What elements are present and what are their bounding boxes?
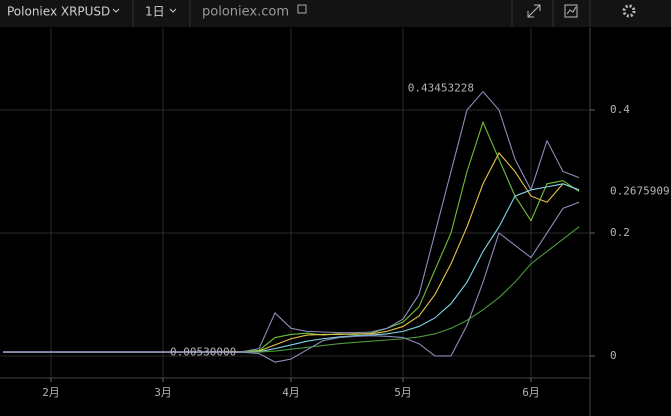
- x-tick-label: 3月: [154, 386, 172, 399]
- interval[interactable]: 1日: [145, 5, 165, 19]
- toolbar: [0, 0, 671, 27]
- series-line: [3, 201, 580, 363]
- snapshot-glyph: [566, 6, 577, 15]
- dropdown-icon: [112, 8, 120, 13]
- series-line: [3, 90, 580, 353]
- site-link[interactable]: poloniex.com: [202, 5, 289, 20]
- x-tick-label: 4月: [282, 386, 300, 399]
- x-tick-label: 5月: [394, 386, 412, 399]
- dropdown-icon: [169, 8, 177, 13]
- y-tick-label: 0.4: [610, 103, 630, 116]
- y-tick-label: 0: [610, 349, 617, 362]
- external-icon[interactable]: [297, 4, 307, 14]
- high-label: 0.43453228: [408, 82, 474, 95]
- x-tick-label: 2月: [42, 386, 60, 399]
- y-tick-label: 0.2: [610, 226, 630, 239]
- last-price-label: 0.2675909: [610, 184, 670, 197]
- x-tick-label: 6月: [522, 386, 540, 399]
- fullscreen-icon[interactable]: [527, 4, 541, 18]
- settings-icon[interactable]: [622, 4, 636, 18]
- low-label: 0.00530000: [170, 346, 236, 359]
- snapshot-icon[interactable]: [564, 4, 578, 18]
- symbol[interactable]: Poloniex XRPUSD: [7, 5, 110, 19]
